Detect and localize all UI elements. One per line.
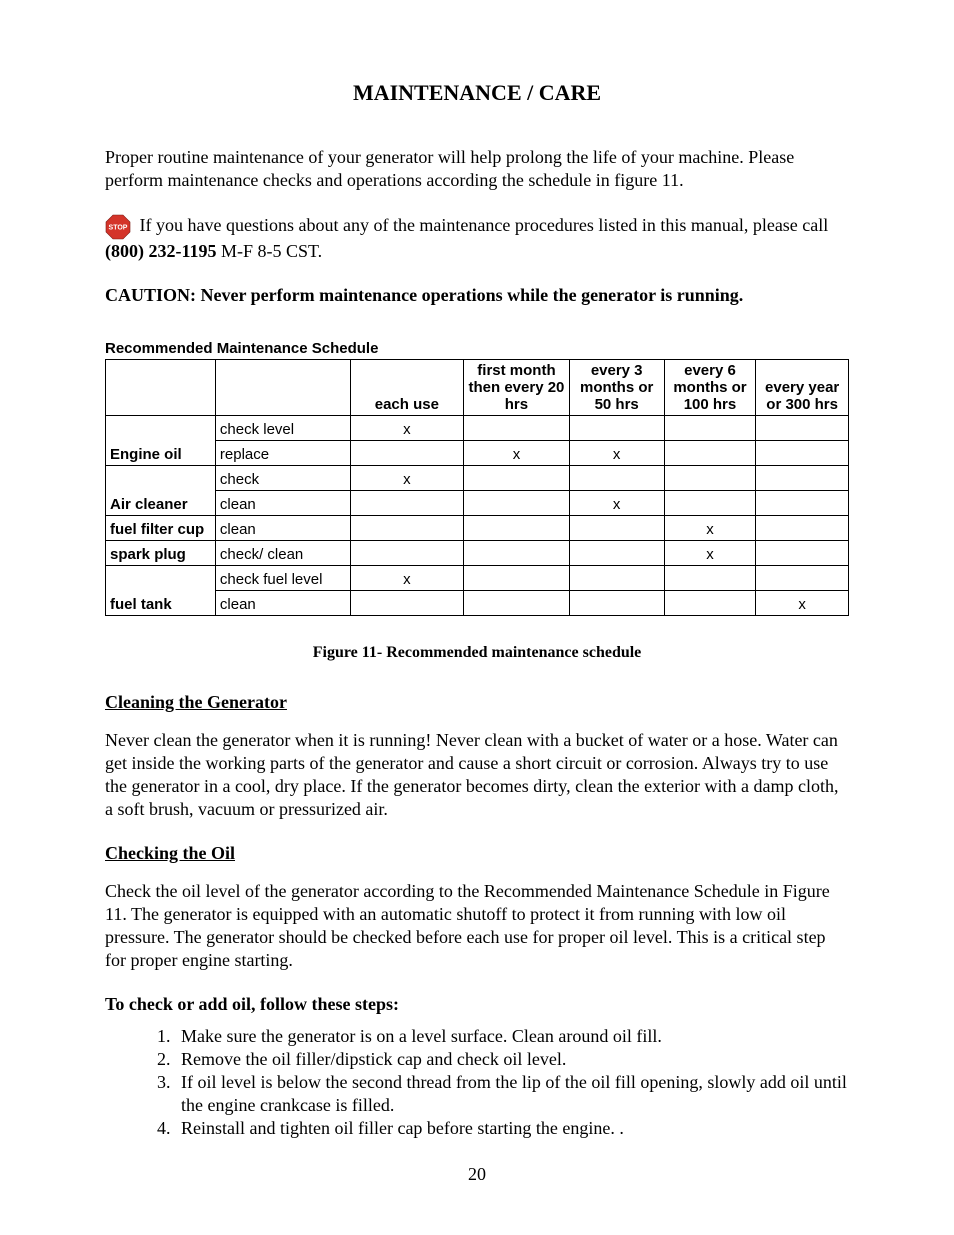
row-action: clean xyxy=(215,516,350,541)
row-mark xyxy=(664,591,756,616)
svg-text:STOP: STOP xyxy=(109,225,128,232)
row-mark xyxy=(756,541,849,566)
row-mark xyxy=(569,516,664,541)
cleaning-body: Never clean the generator when it is run… xyxy=(105,729,849,821)
row-mark xyxy=(350,516,464,541)
step-item: If oil level is below the second thread … xyxy=(175,1071,849,1117)
row-mark xyxy=(756,416,849,441)
oil-heading: Checking the Oil xyxy=(105,843,849,864)
table-body: Engine oilcheck levelxreplacexxAir clean… xyxy=(106,416,849,616)
row-action: clean xyxy=(215,591,350,616)
table-col-header xyxy=(106,360,216,416)
row-mark: x xyxy=(569,491,664,516)
row-action: replace xyxy=(215,441,350,466)
row-item: fuel tank xyxy=(106,566,216,616)
row-mark xyxy=(569,466,664,491)
row-mark: x xyxy=(350,416,464,441)
figure-caption: Figure 11- Recommended maintenance sched… xyxy=(105,644,849,662)
row-mark xyxy=(756,491,849,516)
table-row: clean x xyxy=(106,591,849,616)
oil-steps: Make sure the generator is on a level su… xyxy=(153,1025,849,1140)
stop-text-2: M-F 8-5 CST. xyxy=(217,241,323,261)
cleaning-heading: Cleaning the Generator xyxy=(105,692,849,713)
row-mark xyxy=(664,416,756,441)
row-mark xyxy=(664,466,756,491)
table-row: Engine oilcheck levelx xyxy=(106,416,849,441)
stop-paragraph: STOP If you have questions about any of … xyxy=(105,214,849,263)
row-mark xyxy=(756,466,849,491)
row-mark xyxy=(569,416,664,441)
table-col-header: first month then every 20 hrs xyxy=(464,360,569,416)
page-title: MAINTENANCE / CARE xyxy=(105,80,849,106)
table-col-header: every 6 months or 100 hrs xyxy=(664,360,756,416)
table-row: clean x xyxy=(106,491,849,516)
row-mark xyxy=(664,441,756,466)
row-mark: x xyxy=(569,441,664,466)
row-mark: x xyxy=(756,591,849,616)
step-item: Remove the oil filler/dipstick cap and c… xyxy=(175,1048,849,1071)
oil-body: Check the oil level of the generator acc… xyxy=(105,880,849,972)
page: MAINTENANCE / CARE Proper routine mainte… xyxy=(0,0,954,1235)
step-item: Make sure the generator is on a level su… xyxy=(175,1025,849,1048)
table-row: replace xx xyxy=(106,441,849,466)
caution-text: CAUTION: Never perform maintenance opera… xyxy=(105,285,849,306)
row-mark xyxy=(464,541,569,566)
row-item: Engine oil xyxy=(106,416,216,466)
step-item: Reinstall and tighten oil filler cap bef… xyxy=(175,1117,849,1140)
row-mark xyxy=(569,591,664,616)
table-col-header: each use xyxy=(350,360,464,416)
table-col-header: every 3 months or 50 hrs xyxy=(569,360,664,416)
row-mark xyxy=(464,591,569,616)
maintenance-table: each usefirst month then every 20 hrseve… xyxy=(105,359,849,616)
row-action: check xyxy=(215,466,350,491)
row-action: check level xyxy=(215,416,350,441)
row-mark xyxy=(464,491,569,516)
row-mark xyxy=(569,541,664,566)
row-mark xyxy=(464,566,569,591)
table-col-header: every year or 300 hrs xyxy=(756,360,849,416)
intro-paragraph: Proper routine maintenance of your gener… xyxy=(105,146,849,192)
table-row: fuel filter cupclean x xyxy=(106,516,849,541)
row-action: check/ clean xyxy=(215,541,350,566)
row-mark: x xyxy=(664,541,756,566)
table-col-header xyxy=(215,360,350,416)
table-header: each usefirst month then every 20 hrseve… xyxy=(106,360,849,416)
row-mark xyxy=(664,491,756,516)
row-mark xyxy=(464,466,569,491)
table-row: Air cleanercheckx xyxy=(106,466,849,491)
stop-phone: (800) 232-1195 xyxy=(105,241,217,261)
row-mark xyxy=(569,566,664,591)
row-mark: x xyxy=(664,516,756,541)
row-item: fuel filter cup xyxy=(106,516,216,541)
page-number: 20 xyxy=(0,1164,954,1185)
stop-icon: STOP xyxy=(105,214,131,240)
row-mark xyxy=(756,441,849,466)
row-mark xyxy=(350,441,464,466)
row-item: Air cleaner xyxy=(106,466,216,516)
row-mark: x xyxy=(350,466,464,491)
table-row: spark plugcheck/ clean x xyxy=(106,541,849,566)
row-action: clean xyxy=(215,491,350,516)
row-mark xyxy=(350,591,464,616)
row-mark: x xyxy=(464,441,569,466)
row-mark xyxy=(464,516,569,541)
row-item: spark plug xyxy=(106,541,216,566)
table-row: fuel tankcheck fuel levelx xyxy=(106,566,849,591)
table-title: Recommended Maintenance Schedule xyxy=(105,340,849,357)
row-mark xyxy=(350,541,464,566)
row-mark xyxy=(664,566,756,591)
row-mark xyxy=(464,416,569,441)
oil-subhead: To check or add oil, follow these steps: xyxy=(105,994,849,1015)
row-mark: x xyxy=(350,566,464,591)
row-mark xyxy=(350,491,464,516)
row-mark xyxy=(756,516,849,541)
row-mark xyxy=(756,566,849,591)
row-action: check fuel level xyxy=(215,566,350,591)
stop-text-1: If you have questions about any of the m… xyxy=(135,215,828,235)
